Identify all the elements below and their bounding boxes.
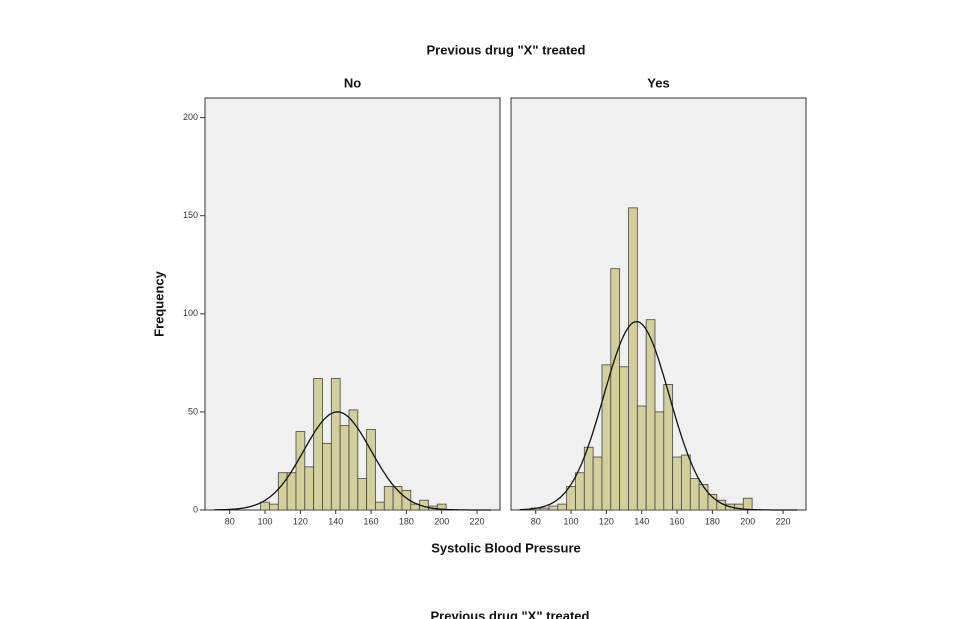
bar [348,409,359,511]
bar [304,466,315,511]
next-chart-title: Previous drug "X" treated [431,608,590,619]
bar [260,501,270,511]
y-tick-label: 0 [193,504,198,514]
bar [539,507,550,511]
bar [357,478,368,511]
bar [286,472,297,511]
bar [628,207,638,511]
bar [681,454,691,511]
bar [277,472,288,511]
bar [689,478,700,511]
x-tick-label: 120 [599,516,614,526]
y-tick-label: 100 [183,308,198,318]
bar [592,456,603,511]
x-tick-label: 160 [670,516,685,526]
bar [313,378,323,511]
bar [654,411,665,511]
x-axis-label: Systolic Blood Pressure [431,540,581,555]
x-tick-label: 220 [776,516,791,526]
bar [619,366,629,511]
bar [548,505,559,511]
y-axis-label: Frequency [151,270,166,337]
bar [672,456,682,511]
x-tick-label: 100 [564,516,579,526]
panel-label: Yes [647,75,669,90]
bar [583,446,594,511]
bar [636,405,647,511]
x-tick-label: 180 [399,516,414,526]
bar [645,319,656,511]
bar [698,484,709,511]
x-tick-label: 140 [328,516,343,526]
x-tick-label: 100 [258,516,273,526]
y-tick-label: 150 [183,210,198,220]
bar [566,486,576,511]
bar [663,384,674,511]
x-tick-label: 80 [531,516,541,526]
x-tick-label: 200 [434,516,449,526]
bar [322,442,332,511]
panel-label: No [344,75,361,90]
chart-title: Previous drug "X" treated [427,42,586,57]
bar [383,486,394,511]
bar [295,431,306,511]
bar [557,503,568,511]
bar [269,503,279,511]
x-tick-label: 220 [470,516,485,526]
x-tick-label: 180 [705,516,720,526]
x-tick-label: 160 [364,516,379,526]
x-tick-label: 200 [740,516,755,526]
bar [375,501,385,511]
y-tick-label: 200 [183,112,198,122]
x-tick-label: 120 [293,516,308,526]
bar [742,497,753,511]
x-tick-label: 140 [634,516,649,526]
x-tick-label: 80 [225,516,235,526]
y-tick-label: 50 [188,406,198,416]
bar [339,425,350,511]
normal-curve [213,411,492,511]
bar [610,268,621,511]
bar [366,429,376,511]
normal-curve [519,320,798,511]
bar [330,378,341,511]
bar [575,472,585,511]
